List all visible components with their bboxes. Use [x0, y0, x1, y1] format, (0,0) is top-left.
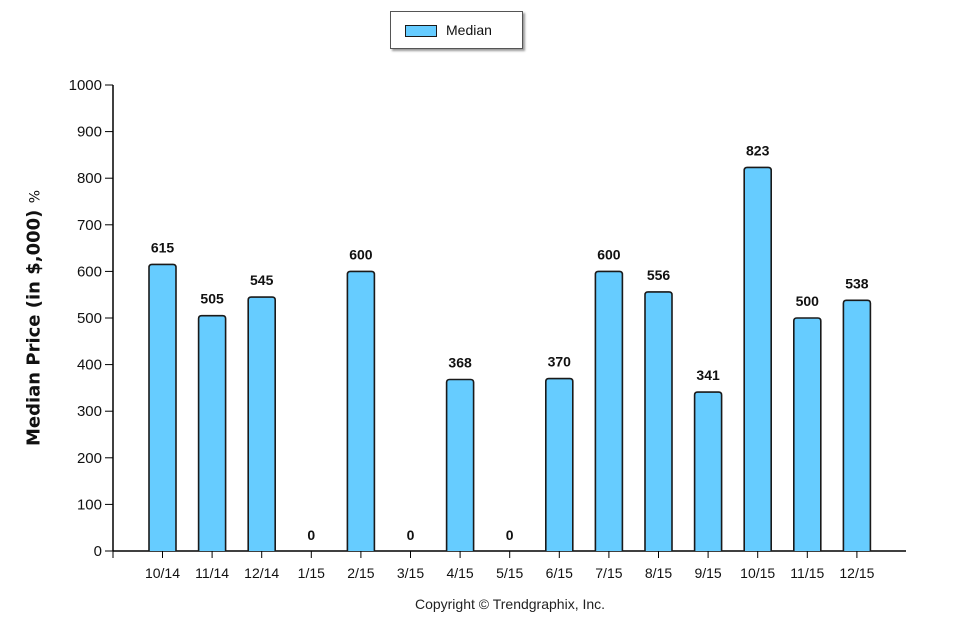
x-tick-label: 10/14: [145, 565, 180, 581]
bar: [197, 314, 227, 551]
bar: [346, 270, 376, 551]
x-tick-label: 6/15: [546, 565, 573, 581]
bar: [247, 296, 276, 551]
data-label: 341: [696, 367, 720, 383]
data-label: 370: [548, 354, 572, 370]
x-tick-label: 7/15: [595, 565, 622, 581]
data-label: 368: [448, 355, 472, 371]
data-label: 0: [407, 527, 415, 543]
data-label: 823: [746, 142, 770, 158]
data-label: 615: [151, 239, 175, 255]
data-label: 0: [506, 527, 514, 543]
x-tick-label: 11/15: [790, 565, 824, 581]
x-tick-label: 4/15: [446, 565, 473, 581]
y-tick-label: 0: [94, 543, 102, 560]
bar: [743, 166, 772, 551]
y-tick-label: 400: [77, 357, 102, 374]
x-tick-label: 11/14: [195, 565, 229, 581]
bar: [594, 270, 624, 551]
x-tick-label: 3/15: [397, 565, 424, 581]
bar: [693, 391, 723, 551]
data-label: 600: [597, 246, 621, 262]
y-tick-label: 500: [77, 310, 102, 327]
y-tick-label: 700: [77, 217, 102, 234]
x-tick-label: 8/15: [645, 565, 672, 581]
x-tick-label: 12/15: [839, 565, 874, 581]
bar: [644, 291, 673, 551]
data-label: 505: [200, 291, 224, 307]
y-tick-label: 800: [77, 170, 102, 187]
y-tick-label: 300: [77, 403, 102, 420]
bar: [445, 378, 475, 551]
x-tick-label: 9/15: [694, 565, 721, 581]
data-label: 556: [647, 267, 671, 283]
data-label: 600: [349, 246, 373, 262]
x-tick-label: 2/15: [347, 565, 374, 581]
bar: [148, 263, 177, 551]
copyright-text: Copyright © Trendgraphix, Inc.: [414, 596, 606, 612]
bar: [793, 317, 822, 551]
legend: Median: [390, 11, 523, 49]
data-label: 538: [845, 275, 869, 291]
y-tick-label: 100: [77, 496, 102, 513]
x-tick-label: 12/14: [244, 565, 279, 581]
bar: [545, 377, 574, 551]
legend-swatch: [405, 25, 437, 37]
legend-label: Median: [446, 22, 492, 38]
x-tick-label: 1/15: [298, 565, 325, 581]
x-tick-label: 5/15: [496, 565, 523, 581]
data-label: 545: [250, 272, 274, 288]
bar: [842, 299, 872, 551]
y-tick-label: 600: [77, 263, 102, 280]
y-tick-label: 200: [77, 450, 102, 467]
data-label: 0: [307, 527, 315, 543]
x-tick-label: 10/15: [740, 565, 775, 581]
data-label: 500: [796, 293, 820, 309]
y-tick-label: 1000: [69, 77, 102, 94]
y-tick-label: 900: [77, 124, 102, 141]
